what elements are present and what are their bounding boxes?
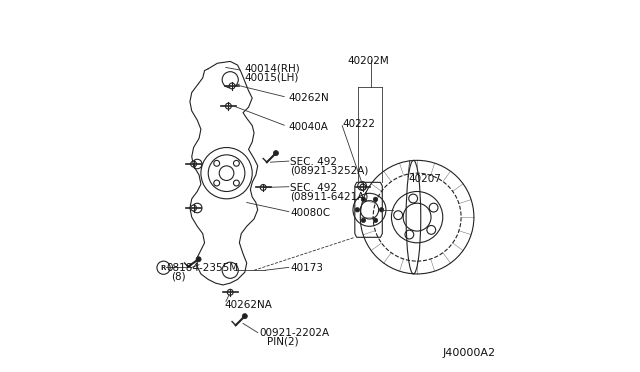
Text: PIN(2): PIN(2) [267, 337, 298, 347]
Text: 40207: 40207 [408, 174, 441, 184]
Text: SEC. 492: SEC. 492 [290, 157, 337, 167]
Circle shape [373, 218, 378, 222]
Text: 40202M: 40202M [348, 57, 389, 67]
Circle shape [273, 151, 278, 155]
Text: (8): (8) [172, 272, 186, 282]
Text: (08921-3252A): (08921-3252A) [290, 166, 369, 176]
Text: (08911-6421A): (08911-6421A) [290, 191, 369, 201]
Text: 40262N: 40262N [289, 93, 330, 103]
Text: 08184-2355M: 08184-2355M [166, 263, 238, 273]
Text: J40000A2: J40000A2 [443, 348, 496, 358]
Circle shape [361, 197, 365, 202]
Circle shape [355, 208, 360, 212]
Circle shape [196, 257, 201, 262]
Text: 40040A: 40040A [289, 122, 329, 132]
Circle shape [380, 208, 384, 212]
Text: 00921-2202A: 00921-2202A [260, 328, 330, 337]
Text: 40015(LH): 40015(LH) [245, 73, 300, 83]
Circle shape [191, 205, 196, 211]
Text: SEC. 492: SEC. 492 [290, 183, 337, 193]
Text: 40262NA: 40262NA [225, 300, 273, 310]
Text: 40080C: 40080C [290, 208, 330, 218]
Circle shape [373, 197, 378, 202]
Circle shape [260, 185, 266, 190]
Circle shape [361, 218, 365, 222]
Text: 40222: 40222 [342, 119, 375, 129]
Circle shape [242, 314, 247, 319]
Circle shape [229, 83, 235, 89]
Circle shape [191, 161, 196, 167]
Text: 40173: 40173 [290, 263, 323, 273]
Circle shape [225, 103, 231, 109]
Text: 40014(RH): 40014(RH) [245, 64, 301, 74]
Circle shape [360, 184, 366, 190]
Circle shape [227, 289, 233, 295]
Text: R: R [161, 265, 166, 271]
